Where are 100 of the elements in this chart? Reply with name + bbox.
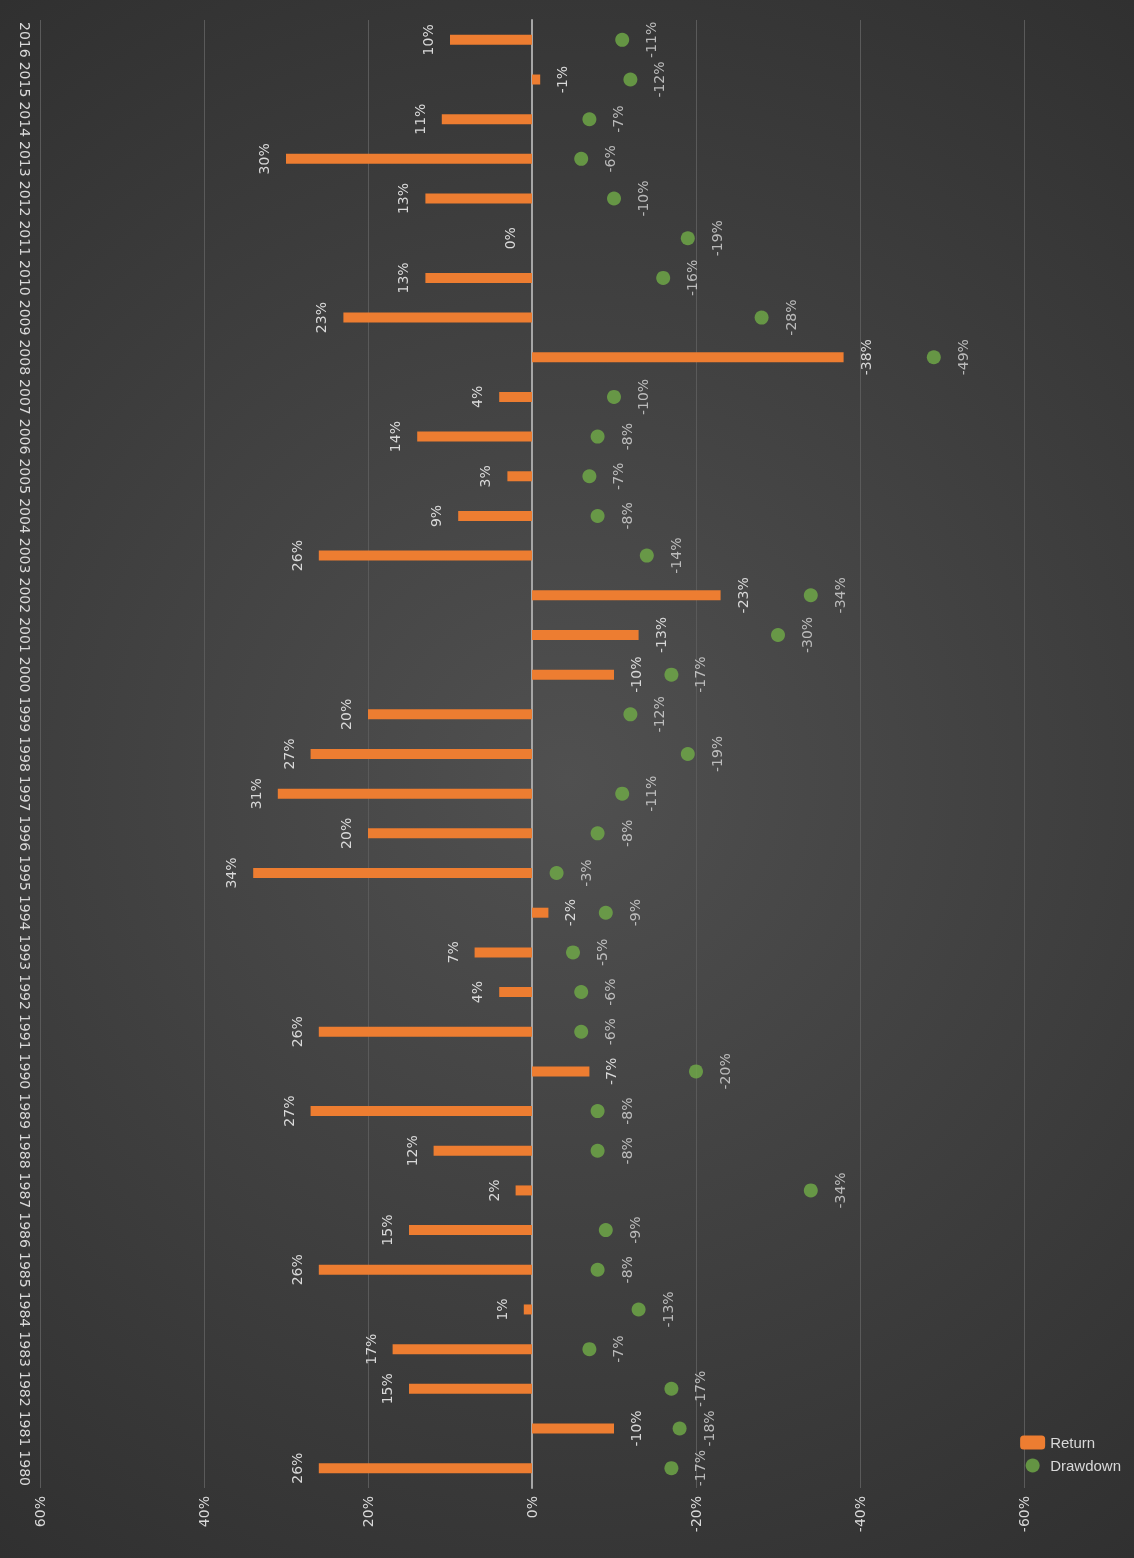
point <box>574 151 589 166</box>
point <box>680 747 695 761</box>
data-label: 20% <box>338 817 354 849</box>
data-label: -7% <box>610 462 627 490</box>
data-label: -16% <box>684 259 701 296</box>
data-label: -19% <box>708 220 725 257</box>
data-label: 27% <box>280 1095 297 1127</box>
point <box>680 231 695 246</box>
point <box>590 1262 605 1277</box>
x-tick-label: -40% <box>852 1496 868 1533</box>
y-tick-label: 1992 <box>17 974 33 1010</box>
data-label: -23% <box>734 577 751 614</box>
y-tick-label: 1997 <box>17 775 33 812</box>
bar <box>318 1463 532 1474</box>
point <box>926 350 941 365</box>
point <box>664 1461 679 1476</box>
point <box>598 1223 613 1238</box>
y-tick-label: 1993 <box>17 934 33 971</box>
data-label: 4% <box>469 980 486 1004</box>
bar <box>441 114 532 125</box>
point <box>549 866 564 881</box>
bar <box>310 749 532 759</box>
y-tick-label: 1985 <box>17 1251 33 1288</box>
bar <box>277 788 532 799</box>
y-tick-label: 1995 <box>17 855 33 891</box>
bar <box>515 1185 532 1196</box>
data-label: -10% <box>628 1410 644 1447</box>
x-tick-label: 0% <box>524 1496 540 1519</box>
bar <box>318 550 532 561</box>
data-label: 17% <box>362 1333 379 1365</box>
bar <box>343 312 532 323</box>
legend-label: Return <box>1050 1434 1096 1451</box>
bar <box>286 153 532 164</box>
data-label: -10% <box>635 378 651 415</box>
point <box>664 1381 679 1396</box>
y-tick-label: 1998 <box>17 736 33 772</box>
y-tick-label: 2003 <box>17 537 33 574</box>
data-label: 34% <box>223 857 240 889</box>
y-tick-label: 2015 <box>17 61 33 98</box>
bar <box>474 947 532 958</box>
data-label: 15% <box>379 1373 395 1405</box>
data-label: 14% <box>387 421 404 453</box>
y-tick-label: 2005 <box>17 458 33 495</box>
y-tick-label: 2004 <box>17 498 33 534</box>
point <box>574 1024 589 1039</box>
bar <box>409 1225 532 1236</box>
point <box>803 1183 818 1198</box>
y-tick-label: 1994 <box>17 894 33 931</box>
data-label: 26% <box>288 1254 305 1286</box>
data-label: -13% <box>659 1291 676 1328</box>
bar <box>532 1066 590 1077</box>
bar <box>392 1344 532 1355</box>
bar <box>532 907 549 918</box>
y-tick-label: 1989 <box>17 1093 33 1129</box>
data-label: -6% <box>602 1018 619 1046</box>
y-tick-label: 2002 <box>17 577 33 614</box>
data-label: -3% <box>577 859 594 887</box>
data-label: 26% <box>288 1452 305 1484</box>
data-label: -28% <box>782 299 799 336</box>
point <box>639 548 654 563</box>
data-label: -1% <box>554 65 571 94</box>
bar <box>532 74 541 85</box>
data-label: 30% <box>256 143 272 175</box>
data-label: 11% <box>411 103 428 135</box>
y-tick-label: 1999 <box>17 696 33 733</box>
data-label: -8% <box>618 1137 635 1165</box>
bar <box>532 629 639 640</box>
data-label: -6% <box>602 145 619 173</box>
bar <box>318 1026 532 1037</box>
data-label: 9% <box>428 504 445 528</box>
point <box>590 429 605 444</box>
point <box>754 310 769 325</box>
point <box>623 707 638 722</box>
data-label: -49% <box>954 339 971 376</box>
y-tick-label: 1983 <box>17 1331 33 1367</box>
data-label: -7% <box>610 1335 627 1363</box>
data-label: -8% <box>618 1097 635 1125</box>
y-tick-label: 2001 <box>17 617 33 653</box>
y-tick-label: 2016 <box>17 22 33 58</box>
bar <box>499 987 532 998</box>
point <box>590 1104 605 1119</box>
data-label: -6% <box>602 978 619 1006</box>
data-label: -19% <box>708 735 725 773</box>
point <box>656 270 671 285</box>
point <box>582 1342 597 1357</box>
data-label: 13% <box>395 262 412 294</box>
x-tick-label: 60% <box>32 1496 48 1528</box>
data-label: -30% <box>799 616 815 654</box>
y-tick-label: 2009 <box>17 299 33 336</box>
data-label: 26% <box>288 1016 305 1048</box>
data-label: -9% <box>626 1216 643 1244</box>
data-label: -17% <box>692 656 709 693</box>
data-label: -9% <box>626 899 643 927</box>
data-label: -34% <box>831 577 848 614</box>
data-label: -7% <box>610 105 627 133</box>
data-label: -18% <box>700 1410 717 1447</box>
data-label: -10% <box>635 180 651 217</box>
point <box>672 1421 687 1436</box>
bar <box>458 510 532 521</box>
data-label: -14% <box>667 537 684 574</box>
